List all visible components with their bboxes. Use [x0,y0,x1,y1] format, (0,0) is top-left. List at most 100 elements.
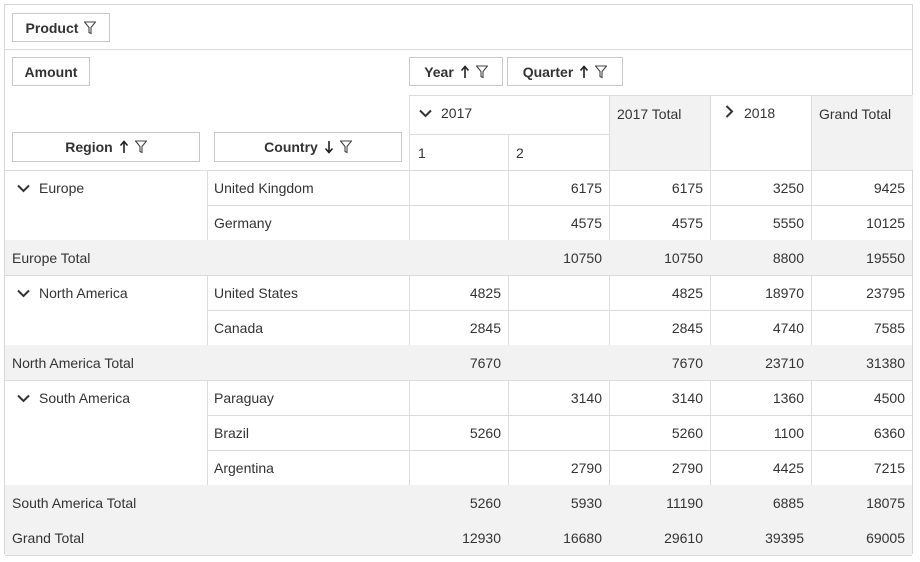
quarter-field-label: Quarter [522,63,574,80]
total-2017-column-divider [609,95,610,555]
subtotal-label: South America Total [12,494,137,511]
cell-2018: 18970 [765,284,804,301]
cell-2018: 39395 [765,529,804,546]
cell-2018: 5550 [772,214,804,231]
country-row-field-button[interactable]: Country [214,132,402,162]
quarter-2-header: 2 [516,145,524,161]
cell-2018: 8800 [772,249,804,266]
cell-grand-total: 10125 [866,214,905,231]
region-label: North America [39,284,128,301]
cell-quarter-2: 5930 [570,494,602,511]
funnel-icon[interactable] [475,64,488,79]
header-2017-total-bg [609,95,710,170]
country-label: Germany [214,214,272,231]
cell-quarter-2: 3140 [570,389,602,406]
funnel-icon[interactable] [595,64,608,79]
pivot-grid: Product Amount Year Quarter Region [4,4,913,556]
country-label: Argentina [214,459,274,476]
cell-2017-total: 2790 [671,459,703,476]
cell-quarter-2: 10750 [563,249,602,266]
country-row-divider [207,450,912,451]
cell-2017-total: 5260 [671,424,703,441]
quarter-column-field-button[interactable]: Quarter [507,57,623,86]
region-header-cell[interactable]: Europe [10,170,206,205]
year-2017-total-header: 2017 Total [617,106,682,122]
subtotal-label: Europe Total [12,249,91,266]
country-label: Paraguay [214,389,274,406]
body-top-border [5,170,912,171]
sort-ascending-icon[interactable] [579,64,589,79]
cell-2018: 4740 [772,319,804,336]
subtotal-label: Grand Total [12,529,85,546]
subtotal-row [5,520,912,555]
amount-data-field-button[interactable]: Amount [12,57,90,86]
region-label: South America [39,389,131,406]
cell-grand-total: 7585 [873,319,905,336]
funnel-icon[interactable] [84,20,97,35]
row-divider [5,555,912,556]
sort-ascending-icon[interactable] [119,140,129,154]
cell-quarter-1 [409,380,508,415]
year-column-field-button[interactable]: Year [409,57,503,86]
filter-area-divider [5,49,912,50]
cell-quarter-1: 12930 [462,529,501,546]
cell-quarter-2 [508,310,609,345]
cell-quarter-1: 5260 [469,494,501,511]
product-field-label: Product [25,19,79,36]
cell-quarter-1: 5260 [469,424,501,441]
cell-2017-total: 4825 [671,284,703,301]
cell-2017-total: 7670 [671,354,703,371]
cell-2018: 23710 [765,354,804,371]
cell-quarter-1 [409,240,508,275]
country-row-divider [207,205,912,206]
region-header-cell[interactable]: South America [10,380,206,415]
grand-total-column-divider [811,95,812,555]
cell-grand-total: 6360 [873,424,905,441]
column-header-top-border [409,95,912,96]
country-row-divider [207,415,912,416]
amount-field-label: Amount [24,63,78,80]
product-filter-field-button[interactable]: Product [12,13,110,42]
cell-quarter-2: 6175 [570,179,602,196]
funnel-icon[interactable] [134,140,147,154]
quarter-header-border [409,134,609,135]
cell-2018: 4425 [772,459,804,476]
cell-quarter-1: 2845 [469,319,501,336]
cell-grand-total: 19550 [866,249,905,266]
chevron-down-icon[interactable] [17,390,30,406]
funnel-icon[interactable] [339,140,352,154]
region-row-field-button[interactable]: Region [12,132,200,162]
cell-2018: 1100 [773,424,804,441]
cell-grand-total: 4500 [873,389,905,406]
cell-quarter-2: 2790 [570,459,602,476]
year-2018-label: 2018 [744,105,776,121]
sort-descending-icon[interactable] [324,140,334,154]
cell-quarter-2 [508,275,609,310]
year-2017-header[interactable]: 2017 [419,105,472,121]
cell-quarter-2: 16680 [563,529,602,546]
region-column-divider [207,275,208,345]
cell-quarter-1: 7670 [469,354,501,371]
country-label: United Kingdom [214,179,314,196]
region-column-divider [207,380,208,485]
cell-2017-total: 3140 [671,389,703,406]
cell-grand-total: 23795 [866,284,905,301]
quarter-column-divider [508,134,509,555]
sort-ascending-icon[interactable] [460,64,470,79]
quarter-1-header: 1 [418,145,426,161]
cell-2018: 3250 [772,179,804,196]
chevron-down-icon[interactable] [17,285,30,301]
cell-quarter-2: 4575 [570,214,602,231]
grand-total-column-header: Grand Total [819,106,892,122]
year-2018-header[interactable]: 2018 [725,105,775,121]
chevron-right-icon[interactable] [725,105,734,121]
chevron-down-icon[interactable] [419,105,432,121]
cell-quarter-1: 4825 [469,284,501,301]
chevron-down-icon[interactable] [17,180,30,196]
region-header-cell[interactable]: North America [10,275,206,310]
cell-grand-total: 69005 [866,529,905,546]
row-divider [5,275,912,276]
cell-2017-total: 29610 [664,529,703,546]
cell-quarter-1 [409,450,508,485]
row-divider [5,380,912,381]
